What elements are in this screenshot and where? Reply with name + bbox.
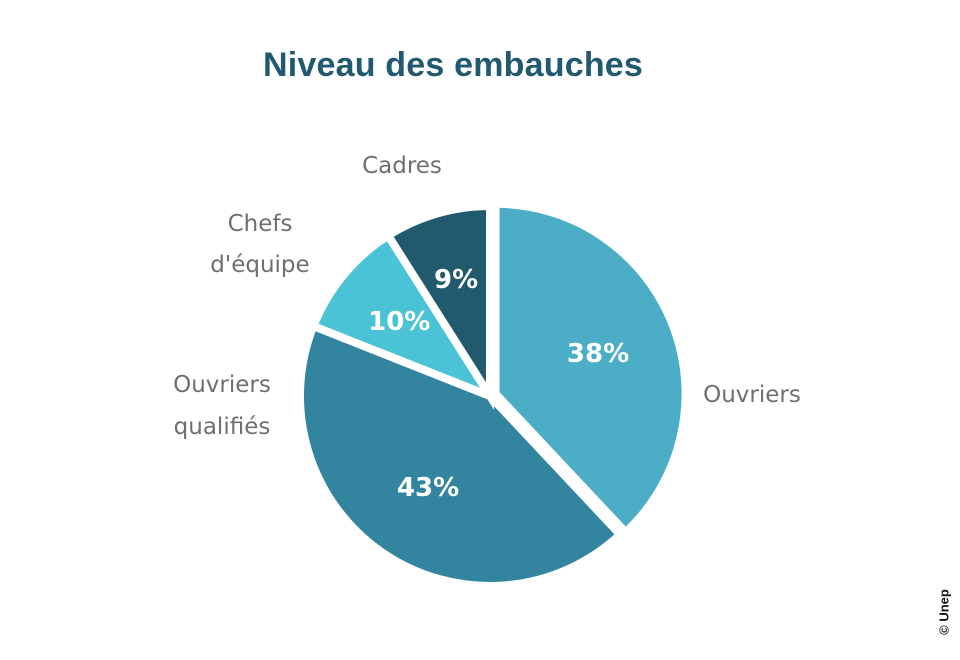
pie-value-label-ouvriers: 38%: [567, 339, 629, 369]
pie-slice-ouvriers-qualifies: [296, 320, 626, 590]
pie-value-labels: 38% 43% 10%9%: [368, 265, 629, 503]
pie-slice-chefs-d-equipe: [308, 230, 500, 405]
chart-title: Niveau des embauches: [262, 46, 644, 84]
pie-slice-cadres: [382, 201, 494, 410]
pie-slices: [296, 199, 690, 590]
pie-category-label-ouvriers: Ouvriers: [703, 382, 801, 408]
pie-slice-ouvriers: [491, 199, 690, 538]
pie-value-label-chefs-d-equipe: 10%: [368, 307, 430, 337]
copyright-credit: © Unep: [936, 589, 952, 635]
pie-value-label-cadres: 9%: [434, 265, 478, 295]
pie-category-label-chefs-d-equipe: Chefs d'équipe: [210, 211, 309, 278]
pie-category-labels: Ouvriers Ouvriers qualifiés Chefs d'équipe Ca…: [173, 153, 801, 440]
pie-category-label-ouvriers-qualifies: Ouvriers qualifiés: [173, 372, 271, 440]
pie-value-label-ouvriers-qualifies: 43%: [397, 473, 459, 503]
pie-category-label-cadres: Cadres: [362, 153, 442, 179]
